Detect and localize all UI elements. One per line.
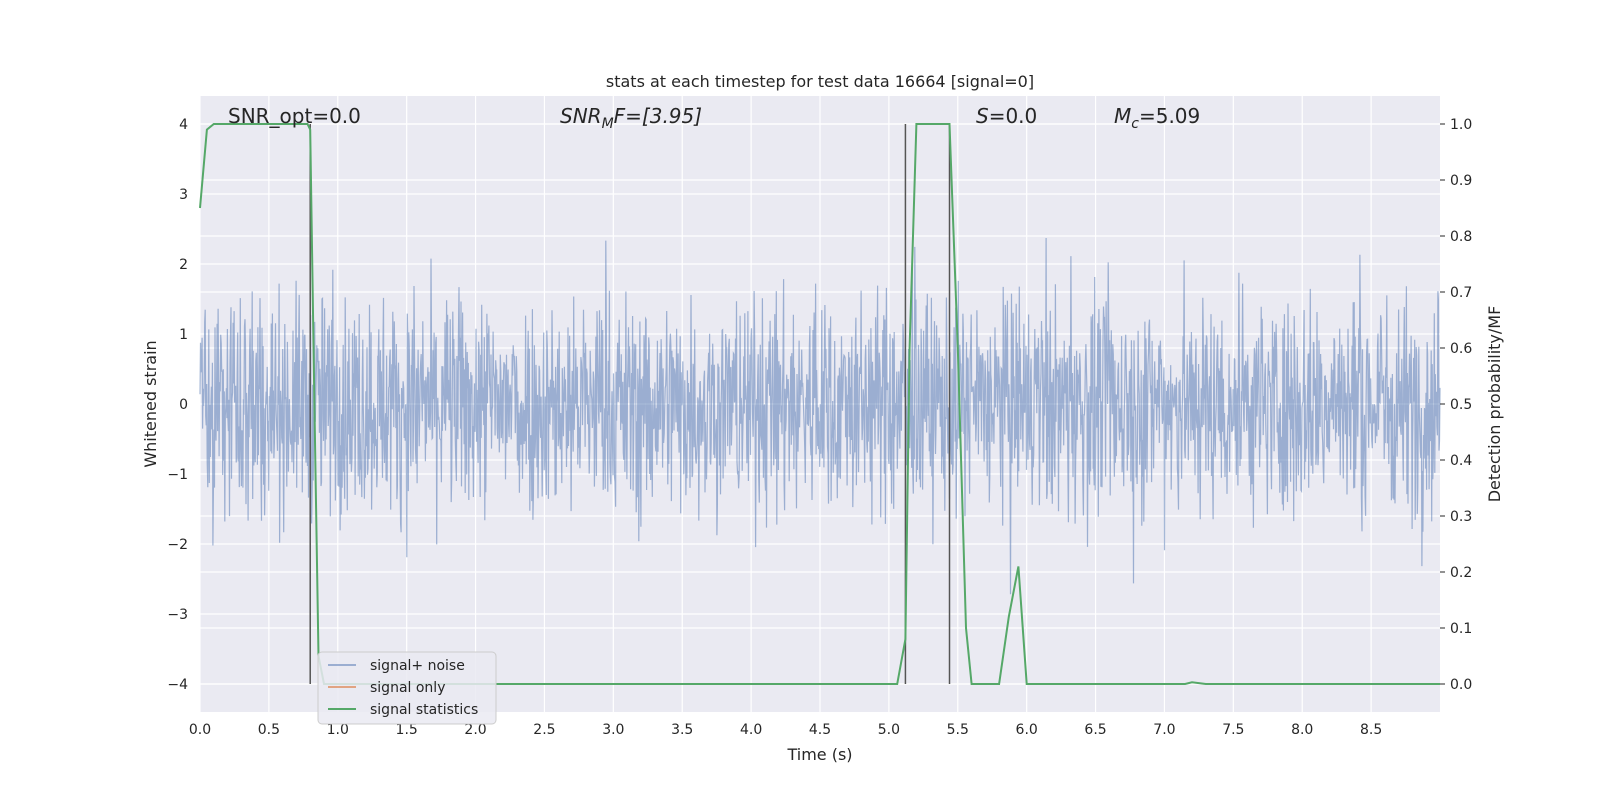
x-tick-label: 7.0 — [1153, 722, 1175, 738]
x-tick-label: 5.5 — [947, 722, 969, 738]
x-tick-labels: 0.0 0.5 1.0 1.5 2.0 2.5 3.0 3.5 4.0 4.5 5.0 5.5 6.0 6… — [189, 722, 1382, 738]
y2-tick-label: 0.3 — [1450, 509, 1472, 525]
y2-tick-label: 0.5 — [1450, 397, 1472, 413]
legend-label-signal-statistics: signal statistics — [370, 702, 478, 718]
y-tick-label: −1 — [167, 467, 188, 483]
y-tick-labels: 4 3 2 1 0 −1 −2 −3 −4 — [167, 117, 188, 693]
x-tick-label: 5.0 — [878, 722, 900, 738]
y-tick-label: 3 — [179, 187, 188, 203]
x-tick-label: 4.0 — [740, 722, 762, 738]
x-tick-label: 6.5 — [1084, 722, 1106, 738]
series-signal-noise — [199, 237, 1441, 595]
x-tick-label: 7.5 — [1222, 722, 1244, 738]
x-tick-label: 0.5 — [258, 722, 280, 738]
y2-tick-labels: 1.0 0.9 0.8 0.7 0.6 0.5 0.4 0.3 0.2 0.1 0.0 — [1440, 117, 1472, 693]
y-tick-label: 2 — [179, 257, 188, 273]
y2-tick-label: 0.4 — [1450, 453, 1472, 469]
y2-tick-label: 1.0 — [1450, 117, 1472, 133]
y2-tick-label: 0.2 — [1450, 565, 1472, 581]
annotation-snr-mf: SNRMF=[3.95] — [560, 104, 702, 132]
x-tick-label: 1.0 — [327, 722, 349, 738]
y-tick-label: 4 — [179, 117, 188, 133]
x-tick-label: 4.5 — [809, 722, 831, 738]
x-tick-label: 0.0 — [189, 722, 211, 738]
y2-tick-label: 0.0 — [1450, 677, 1472, 693]
grid — [199, 96, 1440, 712]
x-tick-label: 2.5 — [533, 722, 555, 738]
x-tick-label: 3.0 — [602, 722, 624, 738]
annotation-snr-opt: SNR_opt=0.0 — [228, 104, 361, 128]
x-tick-label: 1.5 — [396, 722, 418, 738]
annotation-mc: Mc=5.09 — [1114, 104, 1200, 132]
y-axis-label: Whitened strain — [141, 340, 160, 467]
legend-box — [317, 651, 497, 725]
series-signal-statistics — [199, 123, 1440, 685]
legend: signal+ noise signal only signal statist… — [317, 651, 497, 725]
x-tick-label: 8.5 — [1360, 722, 1382, 738]
y2-tick-label: 0.6 — [1450, 341, 1472, 357]
legend-label-signal-noise: signal+ noise — [370, 658, 465, 674]
x-tick-label: 8.0 — [1291, 722, 1313, 738]
signal-noise-line — [199, 237, 1441, 595]
x-tick-label: 3.5 — [671, 722, 693, 738]
y2-tick-label: 0.8 — [1450, 229, 1472, 245]
y2-tick-label: 0.1 — [1450, 621, 1472, 637]
y-tick-label: −2 — [167, 537, 188, 553]
chart-title: stats at each timestep for test data 166… — [606, 72, 1034, 91]
legend-label-signal-only: signal only — [370, 680, 445, 696]
y2-tick-label: 0.9 — [1450, 173, 1472, 189]
y-tick-label: 0 — [179, 397, 188, 413]
y-tick-label: 1 — [179, 327, 188, 343]
y-tick-label: −3 — [167, 607, 188, 623]
signal-statistics-line — [199, 123, 1440, 685]
annotation-s: S=0.0 — [976, 104, 1037, 128]
x-tick-label: 6.0 — [1016, 722, 1038, 738]
x-axis-label: Time (s) — [786, 745, 852, 764]
y-tick-label: −4 — [167, 677, 188, 693]
y2-axis-label: Detection probability/MF — [1485, 306, 1504, 503]
y2-tick-label: 0.7 — [1450, 285, 1472, 301]
x-tick-label: 2.0 — [464, 722, 486, 738]
